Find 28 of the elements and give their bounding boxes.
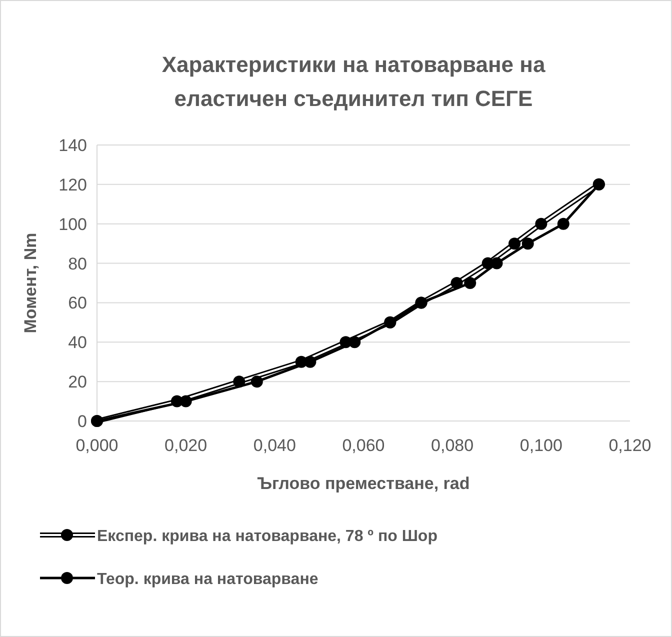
- x-tick-label: 0,040: [253, 436, 296, 455]
- point: [522, 238, 534, 250]
- y-tick-label: 120: [58, 175, 87, 194]
- x-axis-title: Ъглово преместване, rad: [257, 474, 470, 493]
- legend-label: Теор. крива на натоварване: [97, 571, 318, 588]
- x-tick-label: 0,120: [608, 436, 652, 455]
- x-tick-label: 0,080: [431, 436, 474, 455]
- x-tick-label: 0,060: [342, 436, 385, 455]
- y-tick-label: 0: [78, 412, 87, 431]
- legend-label: Експер. крива на натоварване, 78 º по Шор: [97, 528, 438, 545]
- y-axis-title: Момент, Nm: [21, 232, 40, 334]
- x-tick-label: 0,000: [76, 436, 118, 455]
- y-tick-label: 60: [68, 294, 87, 313]
- point: [464, 277, 476, 289]
- x-tick-label: 0,100: [520, 436, 562, 455]
- point: [304, 356, 316, 368]
- point: [250, 376, 263, 388]
- chart-title: Характеристики на натоварване на еластичен съединител тип СЕГЕ: [162, 52, 546, 111]
- x-tick-label: 0,020: [164, 436, 208, 455]
- y-tick-label: 40: [68, 333, 87, 352]
- y-tick-label: 140: [58, 136, 87, 155]
- point: [348, 336, 361, 348]
- y-tick-label: 100: [58, 214, 87, 234]
- point: [557, 218, 570, 230]
- y-tick-label: 80: [68, 254, 87, 274]
- point: [490, 257, 503, 270]
- point: [180, 395, 192, 408]
- y-tick-label: 20: [68, 372, 87, 392]
